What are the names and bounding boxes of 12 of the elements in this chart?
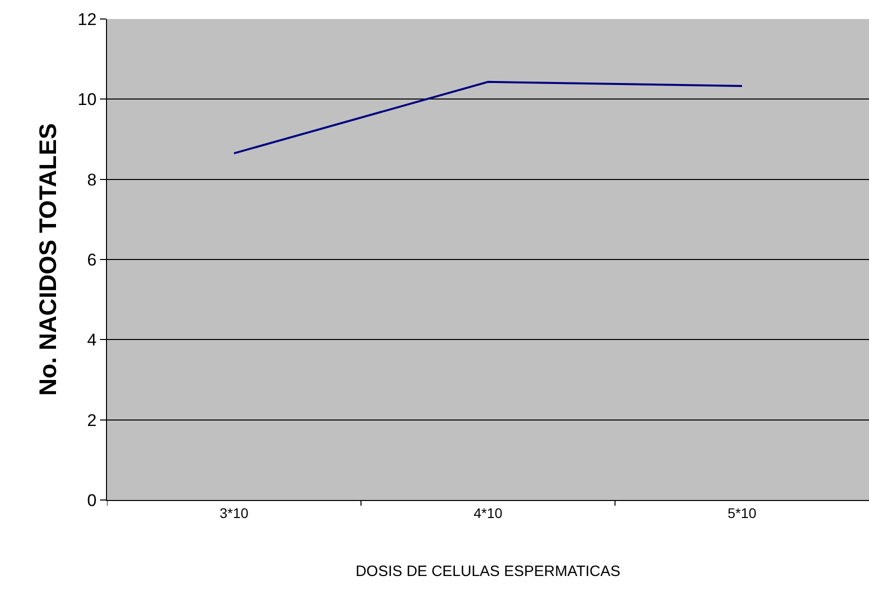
y-tick-label: 12 [78,10,97,29]
y-tick-label: 8 [87,170,97,190]
x-tick-label: 4*10 [474,504,503,521]
y-tick-label: 10 [78,90,97,110]
y-tick-label: 2 [87,410,97,430]
x-axis-title: DOSIS DE CELULAS ESPERMATICAS [356,562,620,580]
y-tick-label: 6 [87,250,97,270]
y-axis-title: No. NACIDOS TOTALES [34,123,62,396]
x-tick-label: 3*10 [220,504,249,521]
y-tick-label: 4 [87,330,97,350]
y-tick-label: 0 [87,490,97,510]
x-tick-label: 5*10 [728,504,757,521]
